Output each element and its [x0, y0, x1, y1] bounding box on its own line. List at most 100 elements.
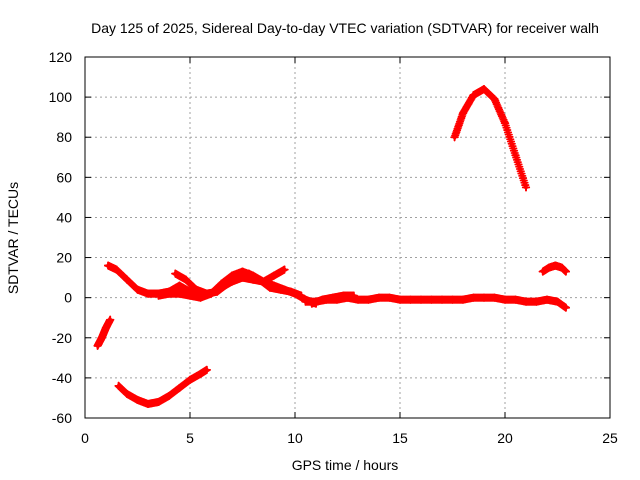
data-point [490, 293, 499, 302]
data-point [202, 289, 211, 298]
data-point [561, 303, 570, 312]
data-point [553, 297, 562, 306]
data-point [416, 295, 426, 304]
plot-frame [84, 56, 611, 419]
data-point [450, 133, 459, 142]
data-point [192, 285, 201, 294]
data-point [307, 299, 316, 308]
y-tick-label: 20 [56, 250, 72, 266]
data-point [328, 293, 337, 302]
series-track-1 [93, 315, 115, 350]
data-point [175, 281, 184, 290]
data-point [97, 333, 106, 342]
x-tick-label: 5 [186, 430, 194, 446]
data-point [301, 297, 310, 306]
data-point [521, 297, 531, 306]
y-tick-label: -20 [52, 330, 72, 346]
data-point [353, 295, 363, 304]
data-point [280, 265, 289, 274]
data-point [265, 283, 274, 292]
data-point [202, 365, 211, 374]
data-point [458, 295, 468, 304]
data-point [479, 84, 489, 94]
y-tick-label: -40 [52, 370, 72, 386]
x-tick-label: 25 [602, 430, 618, 446]
data-point [164, 391, 174, 401]
data-point [511, 151, 520, 160]
data-point [244, 269, 253, 278]
data-point [276, 285, 285, 294]
x-tick-label: 0 [81, 430, 89, 446]
data-point [269, 271, 279, 280]
series-track-7 [114, 365, 211, 409]
data-point [374, 293, 384, 302]
data-point [469, 293, 478, 302]
data-point [101, 323, 111, 332]
grid-layer [85, 57, 610, 418]
data-point [181, 275, 190, 284]
data-point [557, 263, 566, 272]
data-point [545, 263, 554, 272]
data-point [154, 397, 163, 407]
y-tick-label: 0 [64, 290, 72, 306]
data-point [175, 383, 184, 393]
data-point [255, 275, 264, 284]
data-point [448, 295, 457, 304]
data-point [349, 291, 358, 300]
y-tick-label: 80 [56, 129, 72, 145]
data-point [154, 291, 163, 300]
data-point [143, 399, 153, 409]
data-point [196, 293, 205, 302]
data-point [551, 261, 560, 270]
data-point [133, 285, 142, 294]
data-point [458, 109, 468, 118]
chart-title: Day 125 of 2025, Sidereal Day-to-day VTE… [91, 20, 599, 36]
data-point [175, 289, 184, 298]
series-track-6 [307, 291, 358, 308]
data-point [500, 119, 510, 128]
data-point [490, 95, 499, 104]
y-tick-label: 100 [49, 89, 73, 105]
data-point [122, 275, 132, 284]
data-point [106, 315, 115, 324]
tick-layer: 0 5 10 15 20 25 -60 -40 -20 0 20 40 60 80 100 120 [49, 49, 618, 446]
x-axis-label: GPS time / hours [292, 457, 399, 473]
data-point [297, 291, 306, 300]
x-tick-label: 15 [392, 430, 408, 446]
series-track-4 [171, 269, 306, 300]
data-point [122, 389, 132, 399]
data-point [196, 369, 205, 378]
data-point [521, 183, 531, 192]
x-tick-label: 20 [497, 430, 513, 446]
y-tick-label: 40 [56, 209, 72, 225]
y-tick-label: -60 [52, 410, 72, 426]
data-point [538, 267, 547, 276]
data-point [406, 295, 415, 304]
data-point [561, 267, 570, 276]
data-point [164, 289, 174, 298]
series-track-8 [450, 84, 531, 192]
data-point [500, 295, 510, 304]
data-point [104, 261, 113, 270]
data-point [542, 295, 552, 304]
x-tick-label: 10 [287, 430, 303, 446]
data-point [364, 295, 373, 304]
data-point [133, 395, 142, 405]
data-point [185, 291, 195, 300]
y-axis-label: SDTVAR / TECUs [5, 182, 21, 294]
data-point [395, 295, 405, 304]
data-point [93, 341, 102, 350]
data-point [185, 375, 195, 384]
data-point [114, 381, 123, 391]
data-point [171, 269, 180, 278]
series-track-9 [538, 261, 570, 276]
data-point [427, 295, 436, 304]
data-point [437, 295, 447, 304]
data-point [479, 293, 489, 302]
data-point [469, 91, 478, 100]
series-layer [93, 84, 570, 409]
data-point [532, 297, 541, 306]
data-point [286, 287, 295, 296]
data-point [385, 293, 394, 302]
